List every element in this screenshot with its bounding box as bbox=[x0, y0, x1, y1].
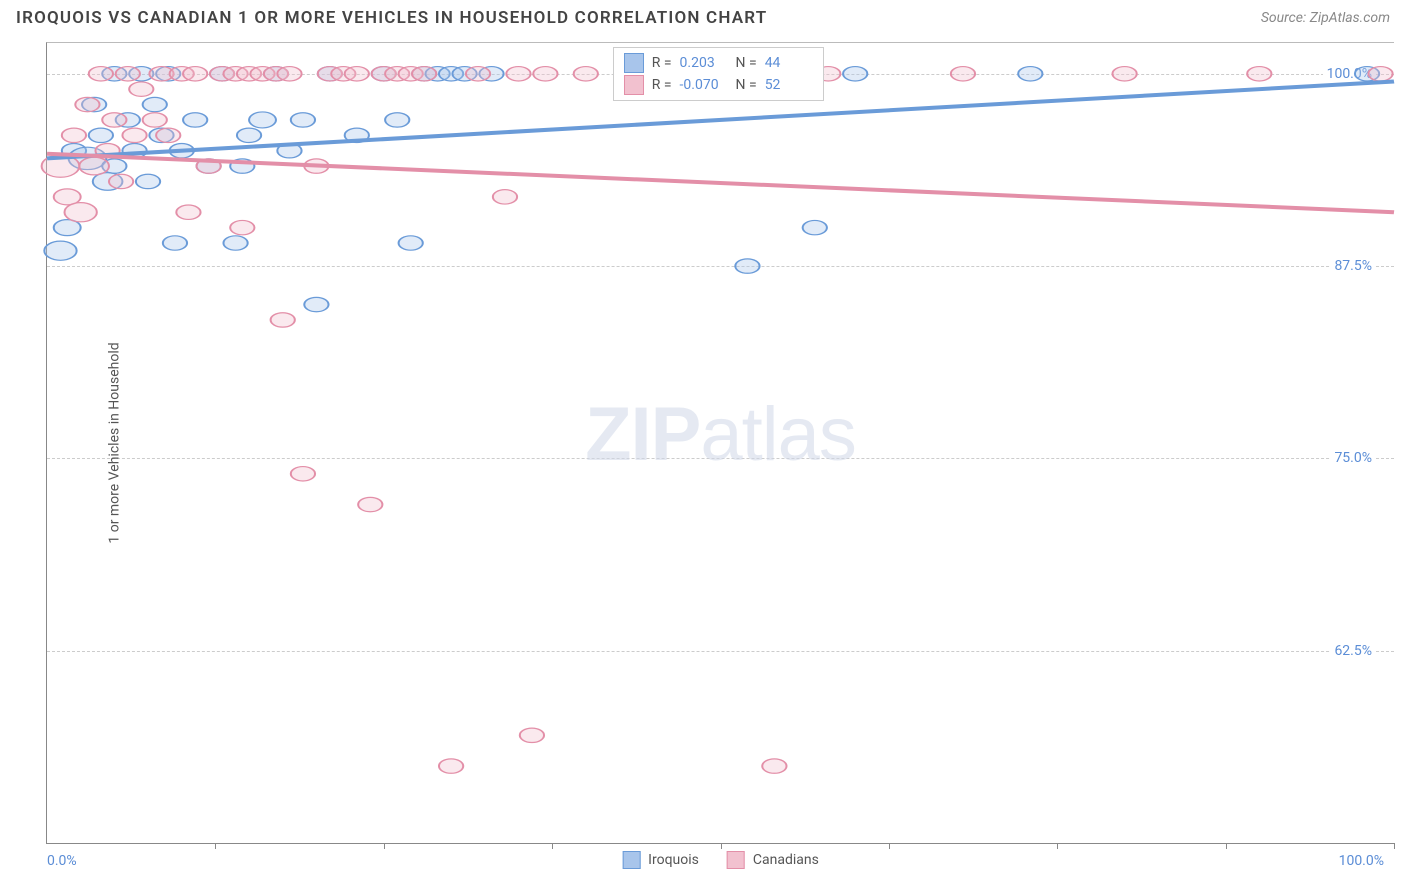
scatter-point bbox=[65, 203, 97, 222]
scatter-point bbox=[237, 128, 261, 142]
scatter-point bbox=[533, 67, 557, 81]
scatter-point bbox=[843, 67, 867, 81]
xtick bbox=[1057, 843, 1058, 849]
scatter-point bbox=[143, 113, 167, 127]
scatter-point bbox=[466, 67, 490, 81]
stats-legend-row: R = 0.203 N = 44 bbox=[624, 52, 813, 74]
legend-swatch bbox=[727, 851, 745, 869]
chart-container: ZIPatlas R = 0.203 N = 44 R = -0.070 N =… bbox=[46, 42, 1394, 844]
legend-item: Canadians bbox=[727, 851, 819, 869]
legend-swatch bbox=[624, 75, 644, 95]
scatter-point bbox=[136, 174, 160, 188]
scatter-point bbox=[75, 97, 99, 111]
scatter-point bbox=[223, 236, 247, 250]
r-label: R = bbox=[652, 77, 672, 93]
scatter-point bbox=[183, 113, 207, 127]
scatter-point bbox=[1247, 67, 1271, 81]
scatter-point bbox=[156, 128, 180, 142]
legend-item: Iroquois bbox=[622, 851, 699, 869]
legend-swatch bbox=[624, 53, 644, 73]
xtick bbox=[1394, 843, 1395, 849]
scatter-point bbox=[803, 220, 827, 234]
xtick bbox=[215, 843, 216, 849]
scatter-point bbox=[277, 67, 301, 81]
scatter-point bbox=[291, 467, 315, 481]
scatter-point bbox=[762, 759, 786, 773]
scatter-point bbox=[951, 67, 975, 81]
n-label: N = bbox=[736, 77, 757, 93]
scatter-point bbox=[304, 297, 328, 311]
scatter-point bbox=[62, 128, 86, 142]
scatter-svg bbox=[47, 43, 1394, 843]
scatter-point bbox=[493, 190, 517, 204]
r-value: 0.203 bbox=[680, 55, 728, 71]
stats-legend-row: R = -0.070 N = 52 bbox=[624, 74, 813, 96]
scatter-point bbox=[735, 259, 759, 273]
r-value: -0.070 bbox=[680, 77, 728, 93]
r-label: R = bbox=[652, 55, 672, 71]
scatter-point bbox=[385, 113, 409, 127]
scatter-point bbox=[439, 759, 463, 773]
scatter-point bbox=[116, 67, 140, 81]
scatter-point bbox=[1368, 67, 1392, 81]
scatter-point bbox=[163, 236, 187, 250]
scatter-point bbox=[399, 236, 423, 250]
plot-area: ZIPatlas R = 0.203 N = 44 R = -0.070 N =… bbox=[46, 42, 1394, 844]
source-label: Source: ZipAtlas.com bbox=[1261, 10, 1390, 26]
scatter-point bbox=[89, 128, 113, 142]
scatter-point bbox=[143, 97, 167, 111]
scatter-point bbox=[520, 728, 544, 742]
n-label: N = bbox=[736, 55, 757, 71]
scatter-point bbox=[412, 67, 436, 81]
scatter-point bbox=[1112, 67, 1136, 81]
xtick bbox=[552, 843, 553, 849]
scatter-point bbox=[1018, 67, 1042, 81]
xaxis-min-label: 0.0% bbox=[47, 853, 77, 869]
scatter-point bbox=[249, 112, 276, 128]
scatter-point bbox=[358, 497, 382, 511]
scatter-point bbox=[102, 113, 126, 127]
scatter-point bbox=[79, 157, 109, 175]
xtick bbox=[1226, 843, 1227, 849]
n-value: 44 bbox=[765, 55, 813, 71]
chart-title: IROQUOIS VS CANADIAN 1 OR MORE VEHICLES … bbox=[16, 8, 767, 28]
scatter-point bbox=[506, 67, 530, 81]
scatter-point bbox=[271, 313, 295, 327]
scatter-point bbox=[129, 82, 153, 96]
scatter-point bbox=[44, 241, 76, 260]
scatter-point bbox=[122, 128, 146, 142]
scatter-point bbox=[574, 67, 598, 81]
bottom-legend: Iroquois Canadians bbox=[622, 851, 819, 869]
legend-label: Iroquois bbox=[648, 852, 699, 868]
legend-swatch bbox=[622, 851, 640, 869]
xaxis-max-label: 100.0% bbox=[1339, 853, 1384, 869]
stats-legend: R = 0.203 N = 44 R = -0.070 N = 52 bbox=[613, 47, 824, 101]
scatter-point bbox=[230, 220, 254, 234]
xtick bbox=[721, 843, 722, 849]
trend-line bbox=[47, 154, 1394, 212]
scatter-point bbox=[109, 174, 133, 188]
legend-label: Canadians bbox=[753, 852, 819, 868]
xtick bbox=[384, 843, 385, 849]
scatter-point bbox=[345, 67, 369, 81]
xtick bbox=[889, 843, 890, 849]
scatter-point bbox=[291, 113, 315, 127]
scatter-point bbox=[183, 67, 207, 81]
n-value: 52 bbox=[765, 77, 813, 93]
scatter-point bbox=[176, 205, 200, 219]
scatter-point bbox=[89, 67, 113, 81]
